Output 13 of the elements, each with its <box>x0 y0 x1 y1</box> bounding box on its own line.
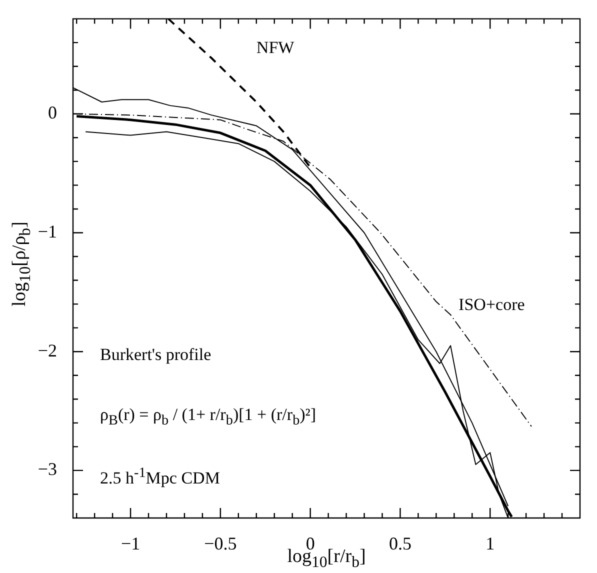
y-tick-label: −3 <box>38 459 57 480</box>
x-tick-label: −1 <box>120 534 140 554</box>
y-tick-label: −2 <box>38 340 57 360</box>
y-tick-label: −1 <box>38 221 57 242</box>
text: ρ$_{B}$(r) = ρ$_{b}$ / (1+ r/r$_{b}$)[1 + (r/r$_{b}$)²] <box>100 405 316 428</box>
annotation: NFW <box>256 38 294 58</box>
x-tick-label: 0.5 <box>388 534 412 554</box>
x-tick-label: −0.5 <box>204 534 237 554</box>
y-tick-label: 0 <box>48 102 57 123</box>
annotation: 2.5 h$^{-1}$Mpc CDM <box>100 465 220 489</box>
x-tick-label: 1 <box>486 534 495 554</box>
annotation: Burkert's profile <box>100 345 212 365</box>
annotation: ISO+core <box>458 294 525 315</box>
